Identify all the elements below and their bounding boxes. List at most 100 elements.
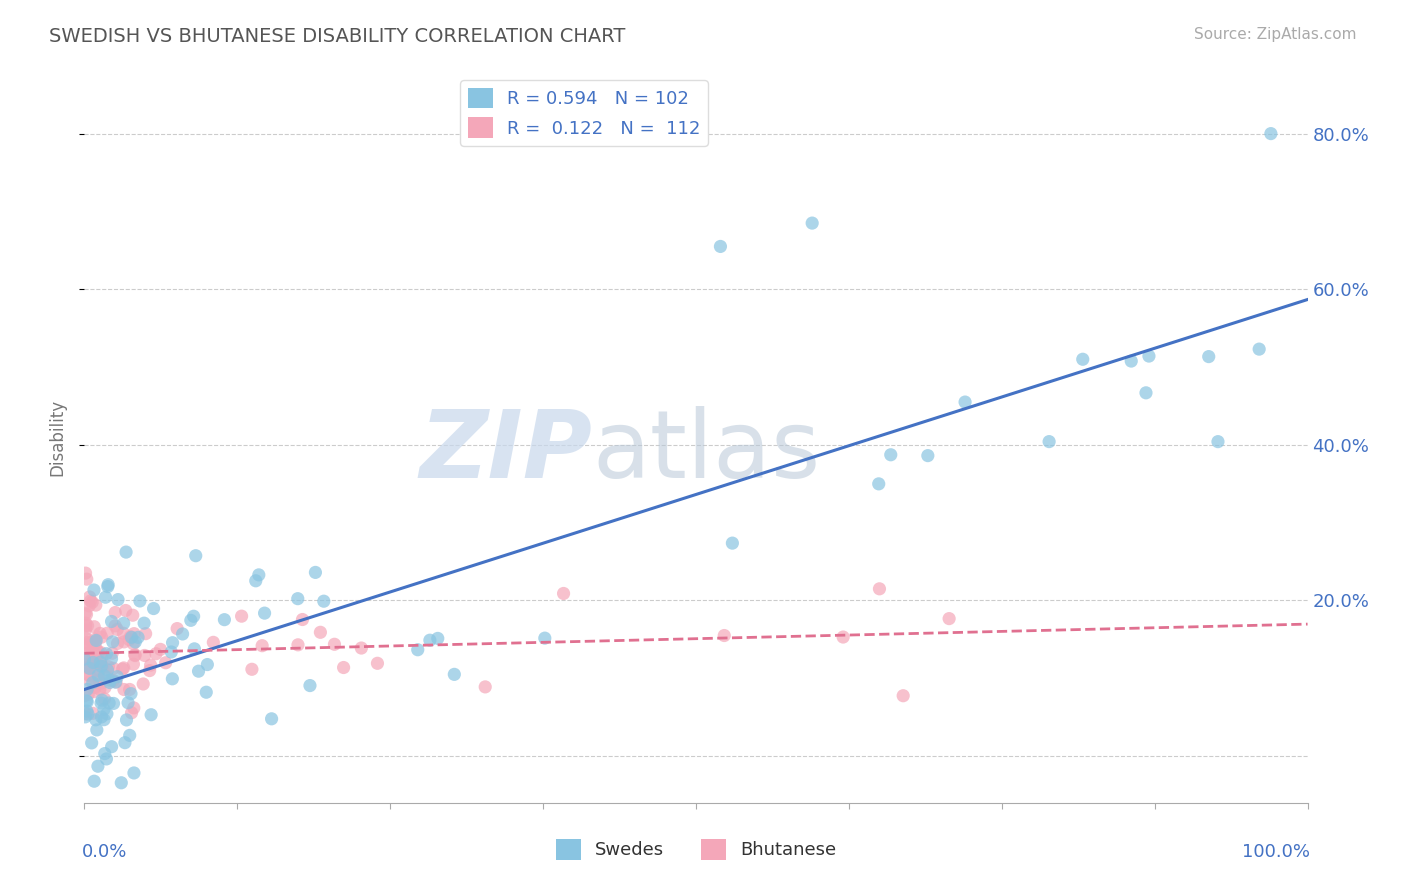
Point bbox=[87, 668, 110, 682]
Point bbox=[82, 645, 104, 659]
Point bbox=[87, 759, 110, 773]
Point bbox=[112, 682, 135, 697]
Point bbox=[103, 697, 125, 711]
Point bbox=[139, 658, 162, 673]
Point bbox=[94, 591, 117, 605]
Point bbox=[287, 638, 309, 652]
Point bbox=[91, 693, 114, 707]
Point bbox=[90, 696, 112, 710]
Point bbox=[323, 637, 346, 651]
Point bbox=[96, 752, 118, 766]
Point bbox=[202, 635, 225, 649]
Point bbox=[98, 696, 121, 710]
Point bbox=[880, 448, 903, 462]
Point bbox=[183, 641, 205, 656]
Point bbox=[953, 395, 976, 409]
Point bbox=[868, 476, 890, 491]
Point bbox=[76, 607, 98, 622]
Point bbox=[112, 635, 135, 649]
Point bbox=[94, 747, 117, 761]
Point bbox=[709, 239, 731, 253]
Point bbox=[82, 635, 104, 649]
Point bbox=[82, 656, 104, 670]
Point bbox=[938, 612, 960, 626]
Point bbox=[366, 657, 388, 671]
Point bbox=[96, 706, 118, 721]
Point bbox=[1071, 352, 1094, 367]
Point bbox=[214, 613, 236, 627]
Point bbox=[100, 651, 122, 665]
Point bbox=[75, 631, 97, 645]
Point bbox=[75, 710, 97, 724]
Point bbox=[104, 675, 127, 690]
Point bbox=[90, 676, 112, 690]
Point bbox=[80, 736, 103, 750]
Point bbox=[77, 660, 100, 674]
Point bbox=[90, 659, 112, 673]
Point bbox=[96, 663, 118, 677]
Point bbox=[183, 609, 205, 624]
Point bbox=[149, 642, 172, 657]
Point bbox=[474, 680, 496, 694]
Point bbox=[75, 660, 97, 674]
Point bbox=[82, 656, 104, 670]
Point bbox=[107, 636, 129, 650]
Point bbox=[118, 728, 141, 742]
Point bbox=[105, 675, 128, 690]
Point bbox=[312, 594, 335, 608]
Point bbox=[245, 574, 267, 588]
Point bbox=[76, 618, 98, 632]
Point bbox=[101, 635, 124, 649]
Y-axis label: Disability: Disability bbox=[48, 399, 66, 475]
Point bbox=[240, 662, 263, 676]
Point bbox=[160, 645, 183, 659]
Point bbox=[93, 713, 115, 727]
Point bbox=[91, 659, 114, 673]
Point bbox=[94, 681, 117, 695]
Point bbox=[76, 682, 98, 697]
Point bbox=[1260, 127, 1282, 141]
Point bbox=[124, 635, 146, 649]
Point bbox=[309, 625, 332, 640]
Point bbox=[91, 659, 114, 673]
Point bbox=[115, 713, 138, 727]
Point bbox=[426, 632, 449, 646]
Point bbox=[129, 594, 152, 608]
Point bbox=[87, 664, 110, 678]
Point bbox=[180, 613, 202, 627]
Point bbox=[82, 644, 104, 658]
Point bbox=[75, 616, 97, 631]
Point bbox=[869, 582, 891, 596]
Point bbox=[84, 650, 107, 665]
Point bbox=[79, 590, 101, 604]
Point bbox=[83, 582, 105, 597]
Point bbox=[891, 689, 914, 703]
Point bbox=[112, 626, 135, 640]
Point bbox=[832, 630, 855, 644]
Point bbox=[132, 677, 155, 691]
Point bbox=[122, 657, 145, 672]
Point bbox=[112, 661, 135, 675]
Point bbox=[87, 645, 110, 659]
Point bbox=[184, 549, 207, 563]
Point bbox=[86, 642, 108, 657]
Point bbox=[115, 545, 138, 559]
Point bbox=[93, 669, 115, 683]
Point bbox=[77, 687, 100, 701]
Point bbox=[122, 626, 145, 640]
Point bbox=[90, 710, 112, 724]
Point bbox=[801, 216, 824, 230]
Point bbox=[247, 567, 270, 582]
Point bbox=[104, 619, 127, 633]
Point bbox=[83, 681, 105, 695]
Point bbox=[187, 664, 209, 678]
Point bbox=[75, 566, 97, 581]
Point bbox=[87, 664, 110, 678]
Point bbox=[332, 660, 354, 674]
Point bbox=[100, 739, 122, 754]
Point bbox=[75, 636, 97, 650]
Point bbox=[97, 659, 120, 673]
Point bbox=[1249, 342, 1271, 356]
Point bbox=[82, 706, 104, 721]
Point bbox=[77, 599, 100, 613]
